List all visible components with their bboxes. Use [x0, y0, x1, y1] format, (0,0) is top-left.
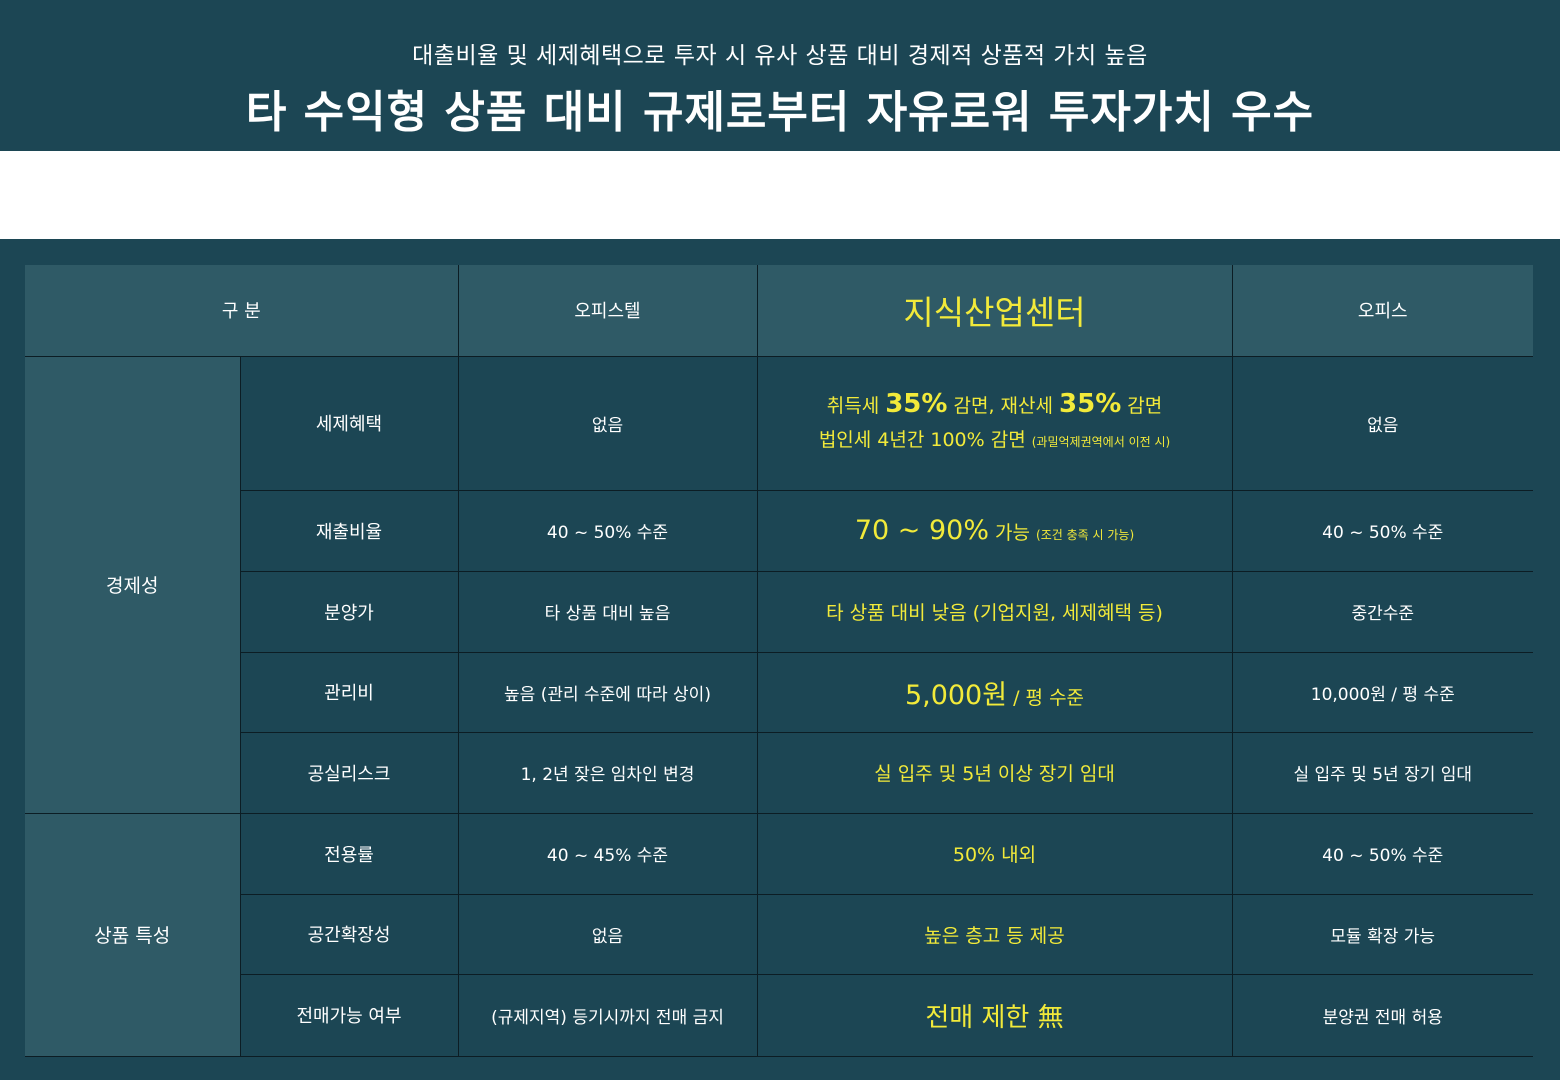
office-usage: 40 ~ 50% 수준: [1231, 813, 1533, 895]
row-label-space: 공간확장성: [239, 894, 458, 975]
row-label-usage: 전용률: [239, 813, 458, 895]
table-row: 경제성 세제혜택 없음 취득세 35% 감면, 재산세 35% 감면 법인세 4…: [25, 356, 1533, 814]
header-office: 오피스: [1231, 265, 1533, 357]
office-vacancy: 실 입주 및 5년 장기 임대: [1231, 732, 1533, 814]
tax-line-1: 취득세 35% 감면, 재산세 35% 감면: [758, 387, 1232, 423]
row-label-loan: 재출비율: [239, 490, 458, 572]
tax-acq-rate: 35%: [885, 389, 948, 419]
corp-tax-text: 법인세 4년간 100% 감면: [818, 429, 1032, 451]
table-row: 공실리스크 1, 2년 잦은 임차인 변경 실 입주 및 5년 이상 장기 임대…: [25, 732, 1533, 814]
header-knowledge-center: 지식산업센터: [756, 265, 1232, 357]
office-loan: 40 ~ 50% 수준: [1231, 490, 1533, 572]
table-row: 관리비 높음 (관리 수준에 따라 상이) 5,000원 / 평 수준 10,0…: [25, 652, 1533, 733]
knowledge-center-space: 높은 층고 등 제공: [756, 894, 1232, 975]
group-product: 상품 특성: [25, 813, 240, 1057]
table-row: 상품 특성 전용률 40 ~ 45% 수준 50% 내외 40 ~ 50% 수준: [25, 813, 1533, 1057]
tax-prop-label: 감면, 재산세: [947, 395, 1060, 417]
officetel-tax: 없음: [457, 356, 757, 491]
office-tax: 없음: [1231, 356, 1533, 491]
officetel-loan: 40 ~ 50% 수준: [457, 490, 757, 572]
tax-acq-label: 취득세: [826, 395, 886, 417]
row-label-tax: 세제혜택: [239, 356, 458, 491]
mgmt-fee: 5,000원: [904, 679, 1008, 711]
white-spacer: [0, 151, 1560, 239]
loan-range: 70 ~ 90%: [854, 515, 989, 546]
header-officetel: 오피스텔: [457, 265, 757, 357]
officetel-resale: (규제지역) 등기시까지 전매 금지: [457, 974, 757, 1057]
office-resale: 분양권 전매 허용: [1231, 974, 1533, 1057]
row-label-resale: 전매가능 여부: [239, 974, 458, 1057]
officetel-space: 없음: [457, 894, 757, 975]
table-row: 분양가 타 상품 대비 높음 타 상품 대비 낮음 (기업지원, 세제혜택 등)…: [25, 571, 1533, 653]
office-price: 중간수준: [1231, 571, 1533, 653]
tax-reduction-label: 감면: [1121, 395, 1163, 417]
officetel-usage: 40 ~ 45% 수준: [457, 813, 757, 895]
loan-possible: 가능: [989, 522, 1037, 544]
officetel-mgmt: 높음 (관리 수준에 따라 상이): [457, 652, 757, 733]
knowledge-center-tax: 취득세 35% 감면, 재산세 35% 감면 법인세 4년간 100% 감면 (…: [756, 356, 1232, 491]
row-label-mgmt: 관리비: [239, 652, 458, 733]
knowledge-center-usage: 50% 내외: [756, 813, 1232, 895]
table-row: 재출비율 40 ~ 50% 수준 70 ~ 90% 가능 (조건 충족 시 가능…: [25, 490, 1533, 572]
knowledge-center-loan: 70 ~ 90% 가능 (조건 충족 시 가능): [756, 490, 1232, 572]
knowledge-center-resale: 전매 제한 無: [756, 974, 1232, 1057]
office-mgmt: 10,000원 / 평 수준: [1231, 652, 1533, 733]
office-space: 모듈 확장 가능: [1231, 894, 1533, 975]
knowledge-center-mgmt: 5,000원 / 평 수준: [756, 652, 1232, 733]
comparison-table: 구 분 오피스텔 지식산업센터 오피스 경제성 세제혜택 없음 취득세 35% …: [25, 265, 1533, 1057]
group-economy: 경제성: [25, 356, 240, 814]
banner-title: 타 수익형 상품 대비 규제로부터 자유로워 투자가치 우수: [245, 87, 1315, 138]
banner-subtitle: 대출비율 및 세제혜택으로 투자 시 유사 상품 대비 경제적 상품적 가치 높…: [412, 43, 1148, 69]
officetel-vacancy: 1, 2년 잦은 임차인 변경: [457, 732, 757, 814]
header-banner: 대출비율 및 세제혜택으로 투자 시 유사 상품 대비 경제적 상품적 가치 높…: [0, 0, 1560, 151]
table-row: 전매가능 여부 (규제지역) 등기시까지 전매 금지 전매 제한 無 분양권 전…: [25, 974, 1533, 1057]
knowledge-center-price: 타 상품 대비 낮음 (기업지원, 세제혜택 등): [756, 571, 1232, 653]
officetel-price: 타 상품 대비 높음: [457, 571, 757, 653]
tax-line-2: 법인세 4년간 100% 감면 (과밀억제권역에서 이전 시): [758, 423, 1232, 459]
knowledge-center-vacancy: 실 입주 및 5년 이상 장기 임대: [756, 732, 1232, 814]
header-category: 구 분: [25, 265, 458, 357]
row-label-price: 분양가: [239, 571, 458, 653]
corp-tax-note: (과밀억제권역에서 이전 시): [1031, 435, 1171, 449]
row-label-vacancy: 공실리스크: [239, 732, 458, 814]
loan-note: (조건 충족 시 가능): [1036, 528, 1135, 542]
table-header-row: 구 분 오피스텔 지식산업센터 오피스: [25, 265, 1533, 357]
table-row: 공간확장성 없음 높은 층고 등 제공 모듈 확장 가능: [25, 894, 1533, 975]
tax-prop-rate: 35%: [1059, 389, 1122, 419]
mgmt-unit: / 평 수준: [1007, 686, 1085, 709]
